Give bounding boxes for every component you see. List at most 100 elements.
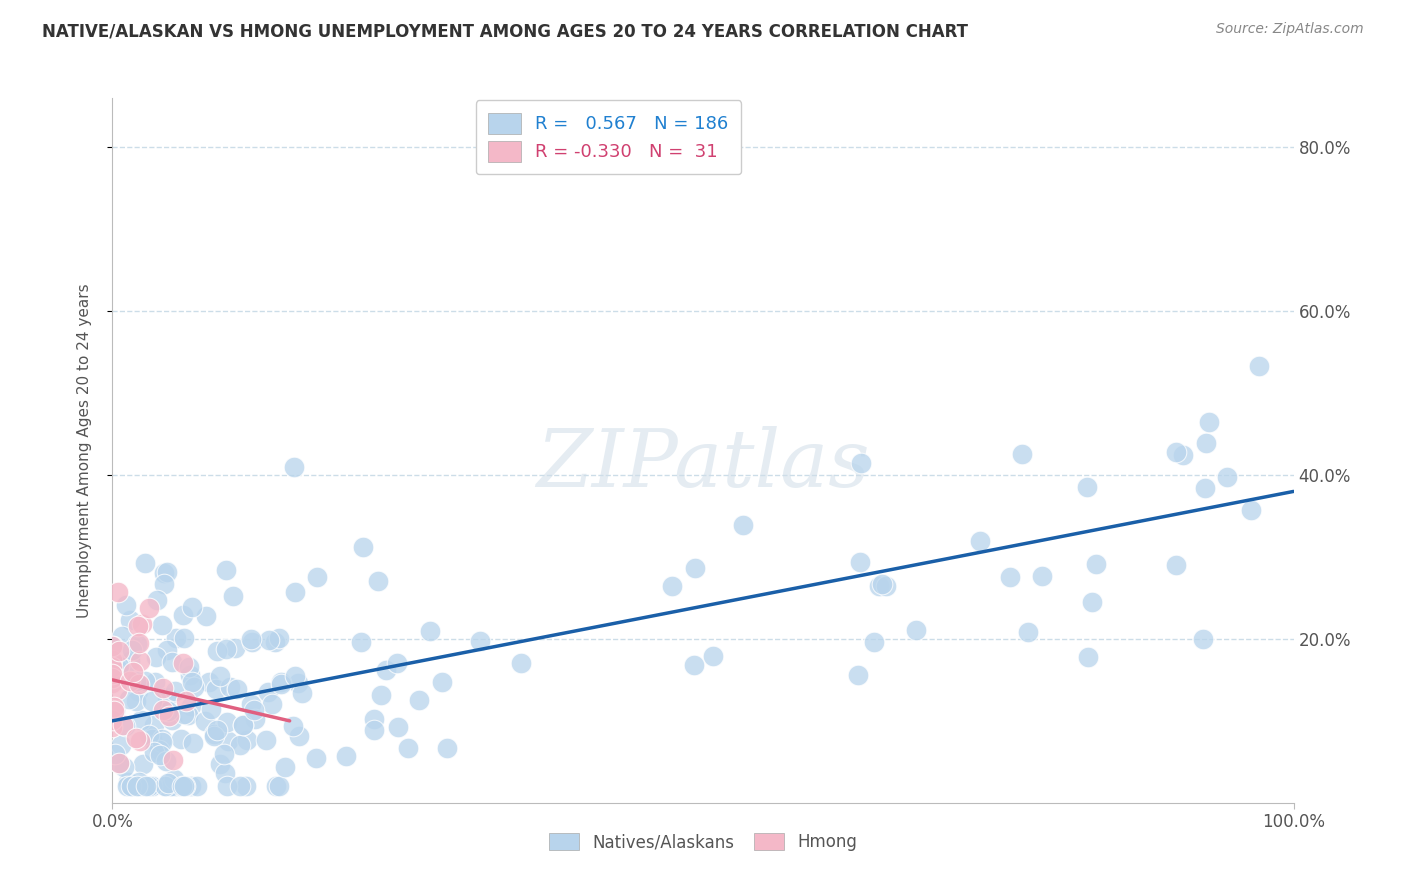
Point xyxy=(101,713,124,727)
Point xyxy=(150,618,173,632)
Point xyxy=(181,736,204,750)
Point xyxy=(141,780,163,794)
Point xyxy=(105,682,128,697)
Point xyxy=(128,636,150,650)
Point xyxy=(387,720,409,734)
Point xyxy=(349,634,371,648)
Point xyxy=(181,675,204,690)
Point xyxy=(868,579,890,593)
Point xyxy=(205,723,228,737)
Legend: Natives/Alaskans, Hmong: Natives/Alaskans, Hmong xyxy=(543,826,863,858)
Point xyxy=(1194,481,1216,495)
Point xyxy=(111,628,134,642)
Point xyxy=(204,730,226,744)
Point xyxy=(263,635,285,649)
Point xyxy=(208,669,231,683)
Point xyxy=(150,735,173,749)
Point xyxy=(215,641,238,656)
Point xyxy=(430,675,453,690)
Point xyxy=(998,569,1021,583)
Point xyxy=(101,660,124,674)
Point xyxy=(232,718,254,732)
Point xyxy=(264,780,287,794)
Point xyxy=(214,766,236,780)
Point xyxy=(128,677,150,691)
Point xyxy=(170,731,193,746)
Point xyxy=(121,643,143,657)
Point xyxy=(702,649,724,664)
Point xyxy=(436,741,458,756)
Point xyxy=(132,757,155,772)
Point xyxy=(240,635,263,649)
Point xyxy=(287,675,309,690)
Point xyxy=(138,601,160,615)
Point xyxy=(270,674,292,689)
Point xyxy=(125,673,148,688)
Point xyxy=(363,723,385,738)
Point xyxy=(876,579,898,593)
Point xyxy=(165,780,187,794)
Point xyxy=(367,574,389,588)
Point xyxy=(156,690,179,704)
Point xyxy=(135,780,157,794)
Point xyxy=(145,650,167,665)
Point xyxy=(202,727,225,741)
Point xyxy=(1240,503,1263,517)
Point xyxy=(284,585,307,599)
Point xyxy=(851,456,873,470)
Point xyxy=(141,694,163,708)
Point xyxy=(142,780,165,794)
Point xyxy=(180,780,202,794)
Point xyxy=(155,643,177,657)
Point xyxy=(160,780,183,794)
Point xyxy=(155,780,177,794)
Point xyxy=(120,780,142,794)
Point xyxy=(870,577,893,591)
Point xyxy=(101,639,124,653)
Point xyxy=(661,578,683,592)
Point xyxy=(226,681,249,696)
Point xyxy=(408,693,430,707)
Point xyxy=(138,728,160,742)
Point xyxy=(173,631,195,645)
Point xyxy=(217,734,239,748)
Point xyxy=(287,729,309,743)
Point xyxy=(131,616,153,631)
Point xyxy=(260,697,283,711)
Text: ZIPatlas: ZIPatlas xyxy=(536,425,870,503)
Point xyxy=(215,715,238,730)
Point xyxy=(143,745,166,759)
Point xyxy=(848,555,870,569)
Point xyxy=(101,667,124,681)
Point xyxy=(219,681,242,695)
Point xyxy=(128,780,150,794)
Point xyxy=(374,663,396,677)
Y-axis label: Unemployment Among Ages 20 to 24 years: Unemployment Among Ages 20 to 24 years xyxy=(77,283,91,618)
Point xyxy=(1077,650,1099,665)
Point xyxy=(195,609,218,624)
Point xyxy=(335,748,357,763)
Point xyxy=(101,671,124,685)
Point xyxy=(254,733,277,747)
Point xyxy=(270,676,292,690)
Point xyxy=(229,780,252,794)
Point xyxy=(305,570,328,584)
Point xyxy=(176,693,198,707)
Point xyxy=(396,741,419,756)
Point xyxy=(205,644,228,658)
Point xyxy=(733,518,755,533)
Point xyxy=(134,674,156,689)
Point xyxy=(172,656,194,670)
Point xyxy=(150,731,173,746)
Point xyxy=(1031,569,1053,583)
Point xyxy=(179,668,201,682)
Point xyxy=(683,657,706,672)
Point xyxy=(160,713,183,727)
Point xyxy=(198,674,221,689)
Point xyxy=(284,669,307,683)
Point xyxy=(103,699,125,714)
Point xyxy=(173,780,195,794)
Point xyxy=(269,632,291,646)
Point xyxy=(103,704,125,718)
Text: NATIVE/ALASKAN VS HMONG UNEMPLOYMENT AMONG AGES 20 TO 24 YEARS CORRELATION CHART: NATIVE/ALASKAN VS HMONG UNEMPLOYMENT AMO… xyxy=(42,22,969,40)
